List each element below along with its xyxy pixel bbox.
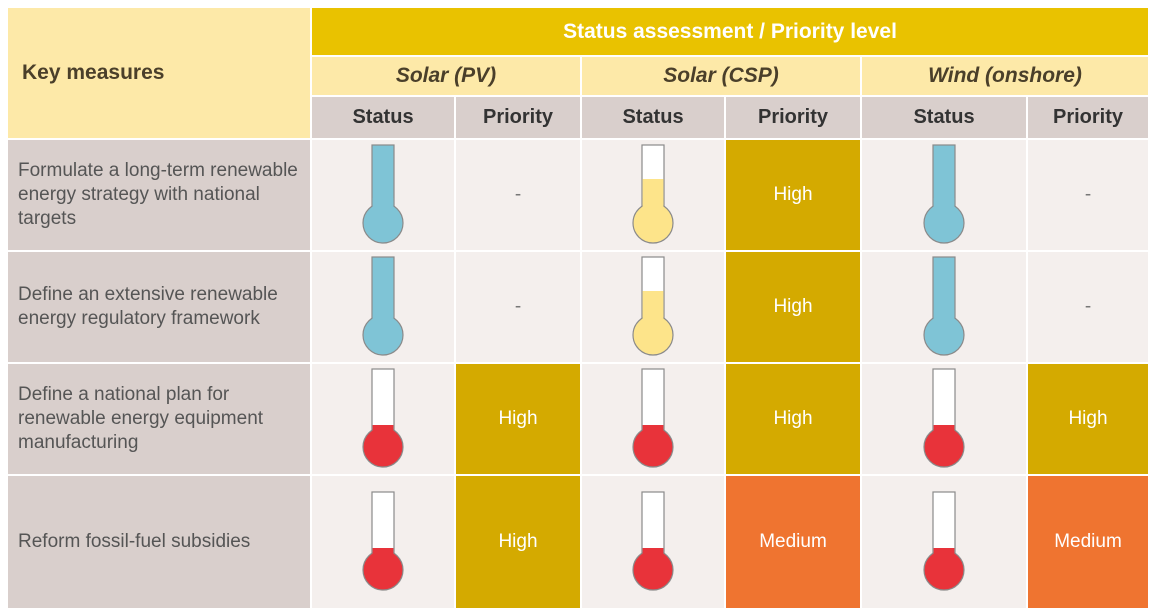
priority-cell: High xyxy=(1028,364,1148,474)
status-cell xyxy=(582,140,724,250)
tech-header: Wind (onshore) xyxy=(862,57,1148,95)
group-header: Status assessment / Priority level xyxy=(312,8,1148,55)
priority-cell: High xyxy=(726,364,860,474)
priority-cell: - xyxy=(456,140,580,250)
sub-header: Status xyxy=(582,97,724,138)
measure: Reform fossil-fuel subsidies xyxy=(8,476,310,608)
status-cell xyxy=(862,140,1026,250)
priority-cell: High xyxy=(726,140,860,250)
sub-header: Priority xyxy=(1028,97,1148,138)
status-cell xyxy=(862,252,1026,362)
status-cell xyxy=(312,476,454,608)
sub-header: Status xyxy=(862,97,1026,138)
status-cell xyxy=(312,364,454,474)
priority-cell: - xyxy=(1028,252,1148,362)
status-table: Key measures Status assessment / Priorit… xyxy=(6,6,1150,610)
thermometer xyxy=(628,490,678,594)
thermometer xyxy=(919,143,969,247)
status-cell xyxy=(582,252,724,362)
priority-cell: - xyxy=(456,252,580,362)
tech-header: Solar (PV) xyxy=(312,57,580,95)
status-cell xyxy=(312,252,454,362)
priority-cell: High xyxy=(726,252,860,362)
thermometer xyxy=(919,490,969,594)
thermometer xyxy=(628,367,678,471)
status-cell xyxy=(582,476,724,608)
status-cell xyxy=(862,364,1026,474)
thermometer xyxy=(358,143,408,247)
thermometer xyxy=(358,367,408,471)
status-cell xyxy=(312,140,454,250)
measure: Define a national plan for renewable ene… xyxy=(8,364,310,474)
header-title: Key measures xyxy=(8,8,310,138)
sub-header: Status xyxy=(312,97,454,138)
status-cell xyxy=(862,476,1026,608)
thermometer xyxy=(358,490,408,594)
priority-cell: Medium xyxy=(1028,476,1148,608)
sub-header: Priority xyxy=(456,97,580,138)
measure: Define an extensive renewable energy reg… xyxy=(8,252,310,362)
priority-cell: - xyxy=(1028,140,1148,250)
status-cell xyxy=(582,364,724,474)
priority-cell: High xyxy=(456,476,580,608)
priority-cell: Medium xyxy=(726,476,860,608)
thermometer xyxy=(628,255,678,359)
thermometer xyxy=(919,255,969,359)
priority-cell: High xyxy=(456,364,580,474)
sub-header: Priority xyxy=(726,97,860,138)
tech-header: Solar (CSP) xyxy=(582,57,860,95)
measure: Formulate a long-term renewable energy s… xyxy=(8,140,310,250)
thermometer xyxy=(628,143,678,247)
thermometer xyxy=(919,367,969,471)
thermometer xyxy=(358,255,408,359)
